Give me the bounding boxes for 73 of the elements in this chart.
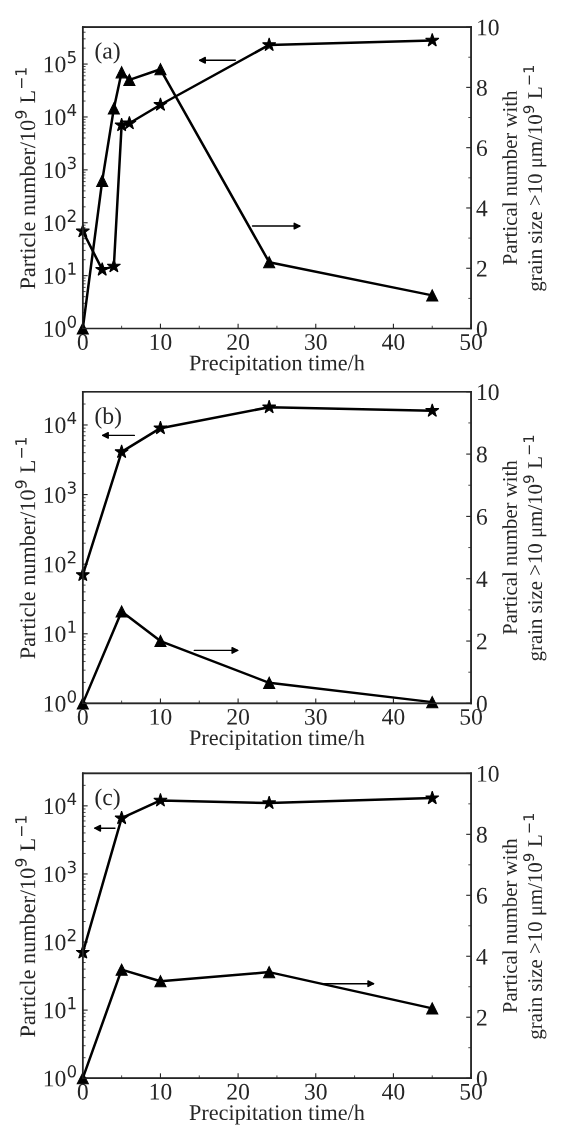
x-tick-label: 30 (305, 334, 327, 351)
y-axis-title: Particle number/10$^{9}$ L$^{−1}$ (15, 816, 36, 1037)
y-tick-label: 10$^{1}$ (44, 997, 76, 1019)
point (95, 262, 110, 276)
point (106, 258, 121, 273)
x-tick-label: 0 (77, 1083, 88, 1100)
point (425, 32, 440, 47)
y2-tick-label: 4 (476, 571, 488, 587)
y-tick-label: 10$^{0}$ (44, 690, 77, 712)
x-tick-label: 40 (382, 708, 405, 725)
x-tick-label: 10 (150, 708, 172, 725)
y-tick-label: 10$^{2}$ (44, 928, 76, 951)
point (262, 37, 277, 52)
point (153, 793, 168, 807)
point (114, 444, 129, 459)
x-tick-label: 40 (382, 334, 405, 351)
y2-tick-label: 6 (476, 887, 488, 904)
point (425, 403, 440, 417)
x-axis-title: Precipitation time/h (189, 729, 365, 750)
y2-tick-label: 2 (476, 260, 487, 277)
y2-axis-title: Partical number with grain size >10 μm/10$^{9}$ L$^{−1}$ (502, 65, 547, 291)
y-tick-label: 10$^{4}$ (44, 411, 77, 434)
y2-tick-label: 10 (478, 384, 499, 401)
y2-tick-label: 10 (478, 765, 499, 782)
y-tick-label: 10$^{5}$ (44, 51, 76, 73)
y-tick-label: 10$^{1}$ (44, 620, 76, 643)
x-axis-title: Precipitation time/h (189, 1104, 365, 1125)
y2-tick-label: 4 (476, 200, 488, 217)
annotation: (b) (95, 407, 121, 429)
x-axis-title: Precipitation time/h (189, 354, 365, 375)
y-tick-label: 10$^{3}$ (44, 860, 76, 883)
y-tick-label: 10$^{0}$ (44, 1065, 77, 1087)
y-tick-label: 10$^{1}$ (44, 262, 76, 284)
y2-tick-label: 8 (476, 826, 487, 843)
x-tick-label: 30 (305, 708, 327, 725)
x-tick-label: 0 (77, 708, 88, 725)
annotation: (c) (95, 788, 120, 811)
y2-tick-label: 8 (476, 446, 487, 463)
y-tick-label: 10$^{3}$ (44, 481, 76, 503)
y2-axis-title: Partical number with grain size >10 μm/10$^{9}$ L$^{−1}$ (502, 435, 547, 661)
x-tick-label: 10 (150, 1083, 172, 1100)
y2-axis-title: Partical number with grain size >10 μm/10$^{9}$ L$^{−1}$ (502, 813, 547, 1039)
y-tick-label: 10$^{4}$ (44, 792, 77, 815)
x-tick-label: 20 (227, 1083, 250, 1100)
x-tick-label: 40 (382, 1083, 405, 1100)
y-axis-title: Particle number/10$^{9}$ L$^{−1}$ (15, 68, 36, 289)
x-tick-label: 30 (305, 1083, 327, 1100)
x-tick-label: 20 (227, 708, 250, 725)
y-axis-title: Particle number/10$^{9}$ L$^{−1}$ (15, 437, 36, 659)
point (114, 117, 129, 132)
x-tick-label: 20 (227, 334, 250, 351)
y2-tick-label: 10 (478, 19, 499, 36)
point (153, 420, 168, 435)
y2-tick-label: 2 (476, 1009, 487, 1026)
point (114, 810, 129, 825)
y-tick-label: 10$^{2}$ (44, 551, 76, 573)
y-tick-label: 10$^{4}$ (44, 103, 77, 126)
y2-tick-label: 4 (476, 948, 488, 965)
annotation: (a) (95, 42, 120, 64)
x-tick-label: 10 (150, 334, 172, 351)
point (425, 790, 440, 805)
y-tick-label: 10$^{0}$ (44, 315, 77, 337)
y2-tick-label: 6 (476, 508, 488, 525)
y2-tick-label: 2 (476, 633, 487, 650)
y2-tick-label: 6 (476, 140, 488, 157)
x-tick-label: 0 (77, 334, 88, 351)
point (122, 115, 137, 130)
y-tick-label: 10$^{2}$ (44, 209, 76, 232)
point (262, 795, 277, 810)
y-tick-label: 10$^{3}$ (44, 156, 76, 179)
point (153, 97, 168, 111)
y2-tick-label: 8 (476, 79, 487, 96)
point (262, 399, 277, 414)
